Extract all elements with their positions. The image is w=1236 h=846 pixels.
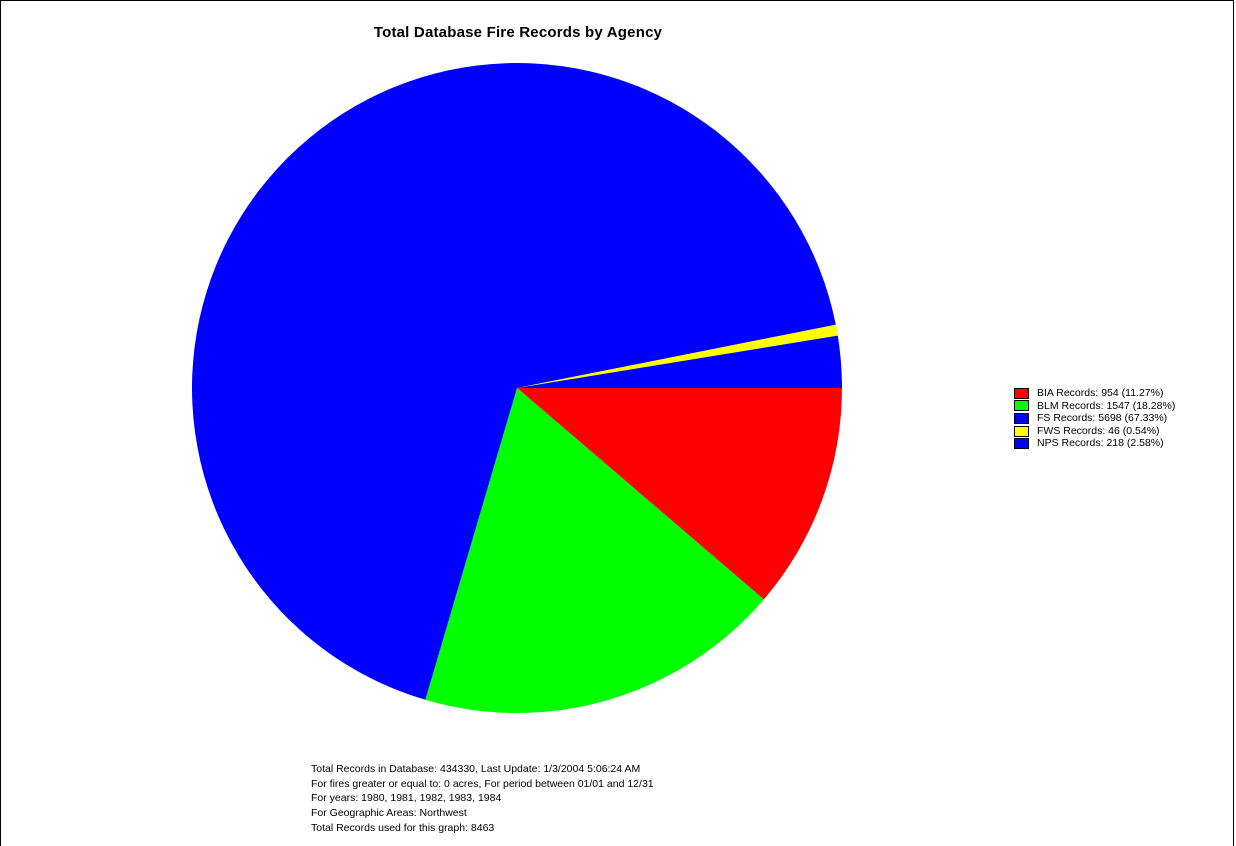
legend-label-nps: NPS Records: 218 (2.58%) <box>1037 437 1164 450</box>
legend-item-nps: NPS Records: 218 (2.58%) <box>1014 437 1175 450</box>
legend-label-bia: BIA Records: 954 (11.27%) <box>1037 387 1164 399</box>
pie-slice-fs <box>192 63 836 700</box>
legend-swatch-bia <box>1014 387 1029 399</box>
pie-slice-nps <box>517 335 842 388</box>
legend-item-bia: BIA Records: 954 (11.27%) <box>1014 387 1175 400</box>
legend-swatch-blm <box>1014 400 1029 412</box>
legend-label-fws: FWS Records: 46 (0.54%) <box>1037 424 1160 437</box>
footer-notes: Total Records in Database: 434330, Last … <box>311 762 654 836</box>
chart-title: Total Database Fire Records by Agency <box>373 24 663 41</box>
note-geographic-areas: For Geographic Areas: Northwest <box>311 807 467 820</box>
legend: BIA Records: 954 (11.27%) BLM Records: 1… <box>1014 387 1175 450</box>
pie-slice-blm <box>425 388 764 714</box>
legend-label-fs: FS Records: 5698 (67.33%) <box>1037 412 1168 425</box>
note-records-used: Total Records used for this graph: 8463 <box>311 821 495 834</box>
legend-item-fs: FS Records: 5698 (67.33%) <box>1014 412 1175 425</box>
legend-item-blm: BLM Records: 1547 (18.28%) <box>1014 400 1175 413</box>
pie-slice-fws <box>517 324 838 388</box>
legend-item-fws: FWS Records: 46 (0.54%) <box>1014 425 1175 438</box>
legend-swatch-nps <box>1014 438 1029 450</box>
pie-slice-bia <box>517 388 842 600</box>
legend-swatch-fs <box>1014 412 1029 424</box>
legend-label-blm: BLM Records: 1547 (18.28%) <box>1037 399 1176 412</box>
note-total-records: Total Records in Database: 434330, Last … <box>311 763 641 775</box>
legend-swatch-fws <box>1014 425 1029 437</box>
note-years: For years: 1980, 1981, 1982, 1983, 1984 <box>311 792 502 805</box>
note-acres-period: For fires greater or equal to: 0 acres, … <box>311 777 654 790</box>
